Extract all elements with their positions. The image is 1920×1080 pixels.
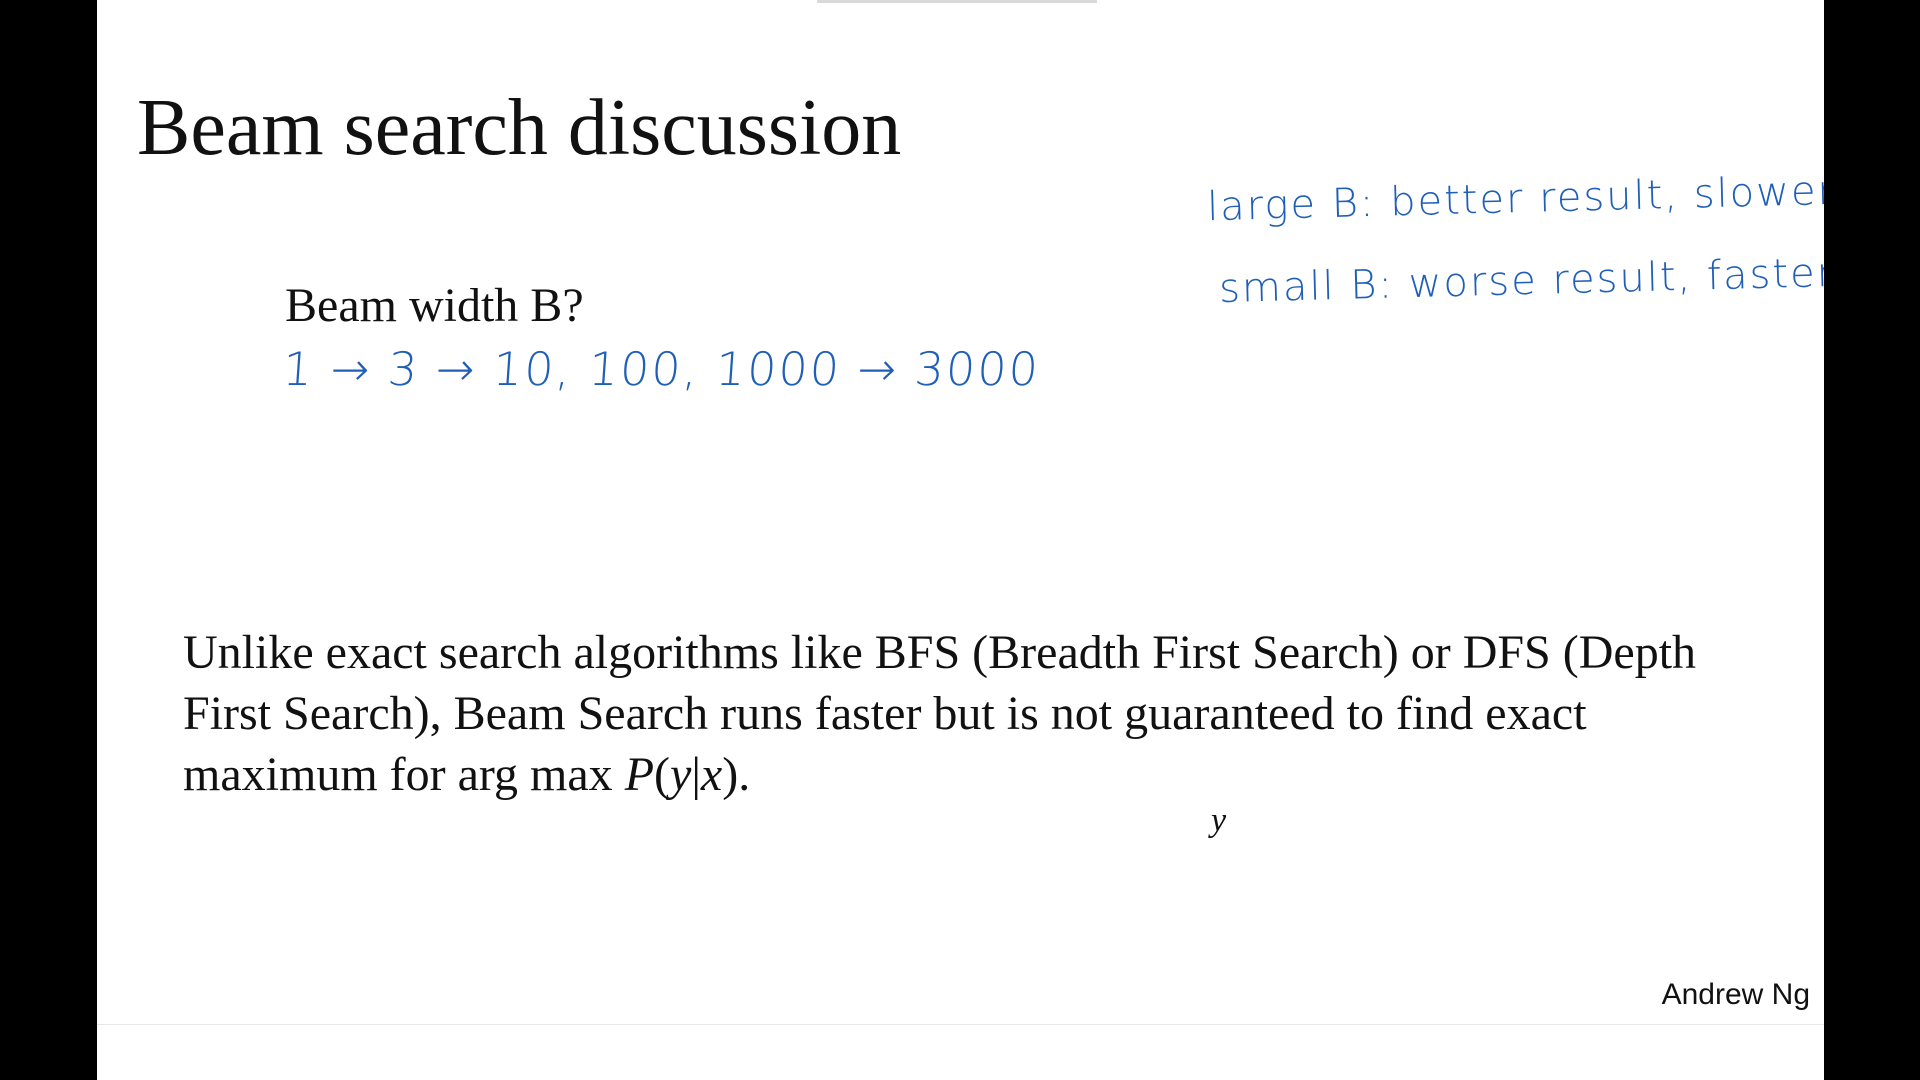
author-name: Andrew Ng	[1661, 978, 1810, 1011]
slide: Beam search discussion large B: better r…	[97, 0, 1824, 1080]
handwritten-beam-width-sequence: 1 → 3 → 10, 100, 1000 → 3000	[281, 342, 1042, 396]
math-y: y	[670, 748, 692, 801]
math-open-paren: (	[654, 748, 670, 801]
math-close-paren: ).	[722, 748, 751, 801]
bottom-divider	[97, 1024, 1824, 1025]
body-paragraph: Unlike exact search algorithms like BFS …	[183, 622, 1743, 805]
math-x: x	[700, 748, 723, 801]
math-bar: |	[691, 748, 701, 801]
slide-title: Beam search discussion	[137, 84, 902, 172]
beam-width-question: Beam width B?	[285, 279, 584, 332]
math-probability: P(y|x).	[625, 748, 751, 801]
handwritten-large-b-note: large B: better result, slower	[1206, 167, 1824, 231]
body-text: Unlike exact search algorithms like BFS …	[183, 626, 1697, 801]
math-p: P	[624, 748, 655, 801]
top-edge-bar	[817, 0, 1097, 3]
argmax-subscript: y	[1211, 802, 1227, 839]
handwritten-small-b-note: small B: worse result, faster	[1218, 249, 1824, 313]
